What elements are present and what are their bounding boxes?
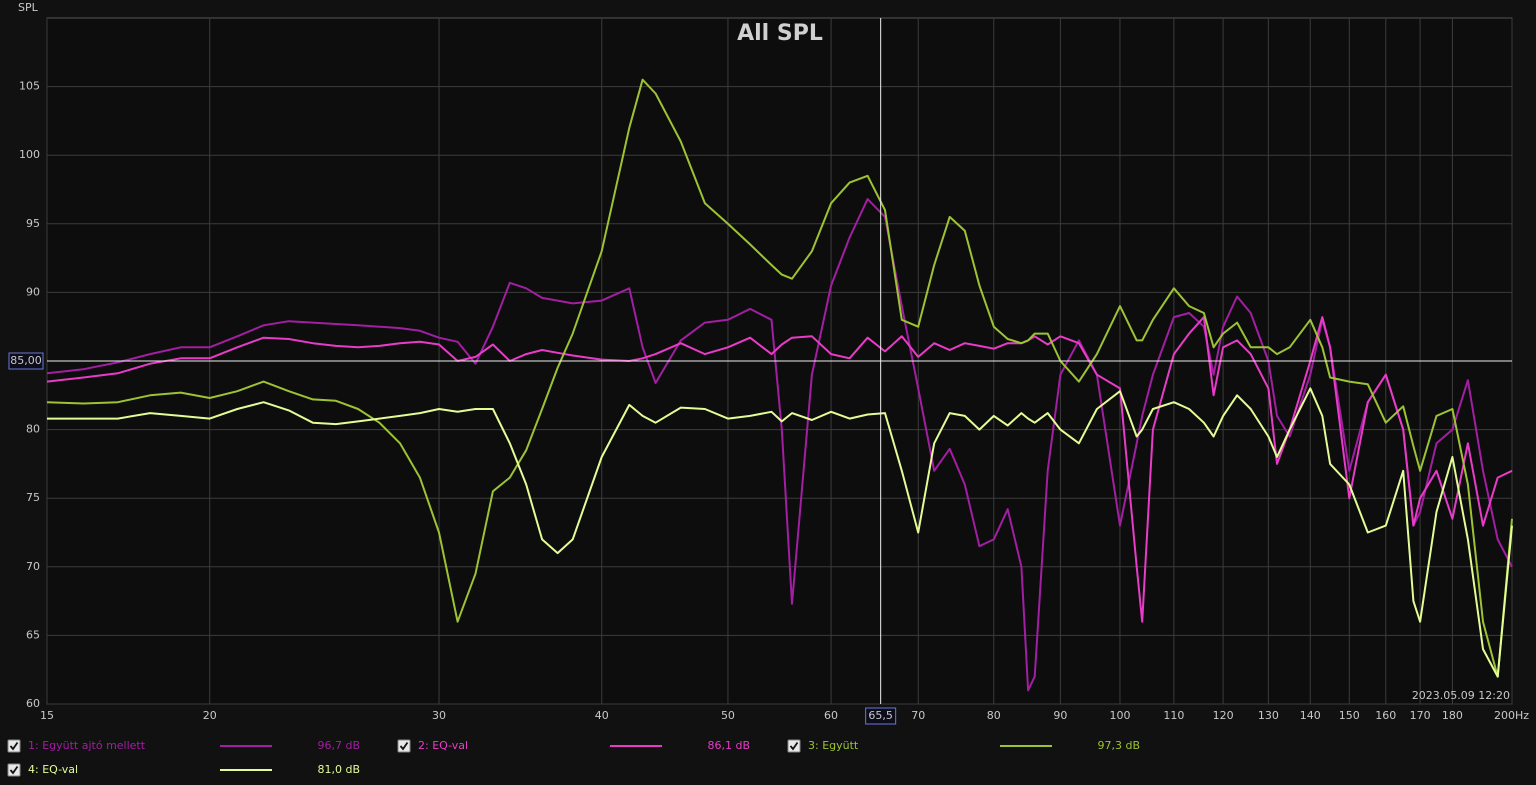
legend-label: 1: Együtt ajtó mellett — [28, 739, 146, 752]
y-tick-label: 70 — [26, 560, 40, 573]
cursor-y-label: 85,00 — [10, 354, 42, 367]
x-tick-label: 50 — [721, 709, 735, 722]
series-line — [46, 198, 1513, 692]
x-tick-label: 100 — [1109, 709, 1130, 722]
y-tick-label: 100 — [19, 148, 40, 161]
x-tick-label: 170 — [1410, 709, 1431, 722]
cursor-y-box — [8, 352, 44, 370]
series-line — [46, 316, 1513, 623]
y-tick-label: 80 — [26, 423, 40, 436]
x-tick-label: 80 — [987, 709, 1001, 722]
series-line — [47, 387, 1513, 678]
x-tick-label: 90 — [1053, 709, 1067, 722]
y-tick-label: 75 — [26, 491, 40, 504]
timestamp: 2023.05.09 12:20 — [1412, 689, 1510, 702]
x-tick-label: 40 — [595, 709, 609, 722]
legend-check — [789, 741, 799, 751]
x-tick-label: 150 — [1339, 709, 1360, 722]
legend-label: 4: EQ-val — [28, 763, 78, 776]
legend-check — [399, 741, 409, 751]
series-line — [46, 78, 1513, 678]
x-tick-label: 120 — [1213, 709, 1234, 722]
x-tick-label: 15 — [40, 709, 54, 722]
legend-readout: 81,0 dB — [317, 763, 360, 776]
x-tick-label: 180 — [1442, 709, 1463, 722]
x-tick-label: 110 — [1163, 709, 1184, 722]
y-axis-label: SPL — [18, 1, 39, 14]
curves — [46, 78, 1513, 692]
legend-label: 2: EQ-val — [418, 739, 468, 752]
x-tick-label: 200Hz — [1494, 709, 1529, 722]
x-tick-label: 60 — [824, 709, 838, 722]
legend-readout: 86,1 dB — [707, 739, 750, 752]
cursor-x-box — [865, 707, 897, 725]
x-tick-label: 20 — [203, 709, 217, 722]
cursor-x-label: 65,5 — [868, 709, 893, 722]
legend-readout: 96,7 dB — [317, 739, 360, 752]
overlay: 85,00 65,5 — [8, 18, 1512, 725]
y-tick-label: 105 — [19, 80, 40, 93]
y-tick-label: 60 — [26, 697, 40, 710]
chart-title: All SPL — [737, 21, 823, 46]
legend-label: 3: Együtt — [808, 739, 859, 752]
x-tick-label: 70 — [911, 709, 925, 722]
x-tick-label: 130 — [1258, 709, 1279, 722]
x-tick-label: 160 — [1375, 709, 1396, 722]
legend-readout: 97,3 dB — [1097, 739, 1140, 752]
y-tick-label: 65 — [26, 628, 40, 641]
x-tick-label: 30 — [432, 709, 446, 722]
y-tick-label: 95 — [26, 217, 40, 230]
legend: 1: Együtt ajtó mellett 96,7 dB 2: EQ-val 86… — [7, 739, 1140, 777]
legend-check — [9, 765, 19, 775]
x-tick-label: 140 — [1300, 709, 1321, 722]
y-tick-label: 90 — [26, 285, 40, 298]
legend-check — [9, 741, 19, 751]
